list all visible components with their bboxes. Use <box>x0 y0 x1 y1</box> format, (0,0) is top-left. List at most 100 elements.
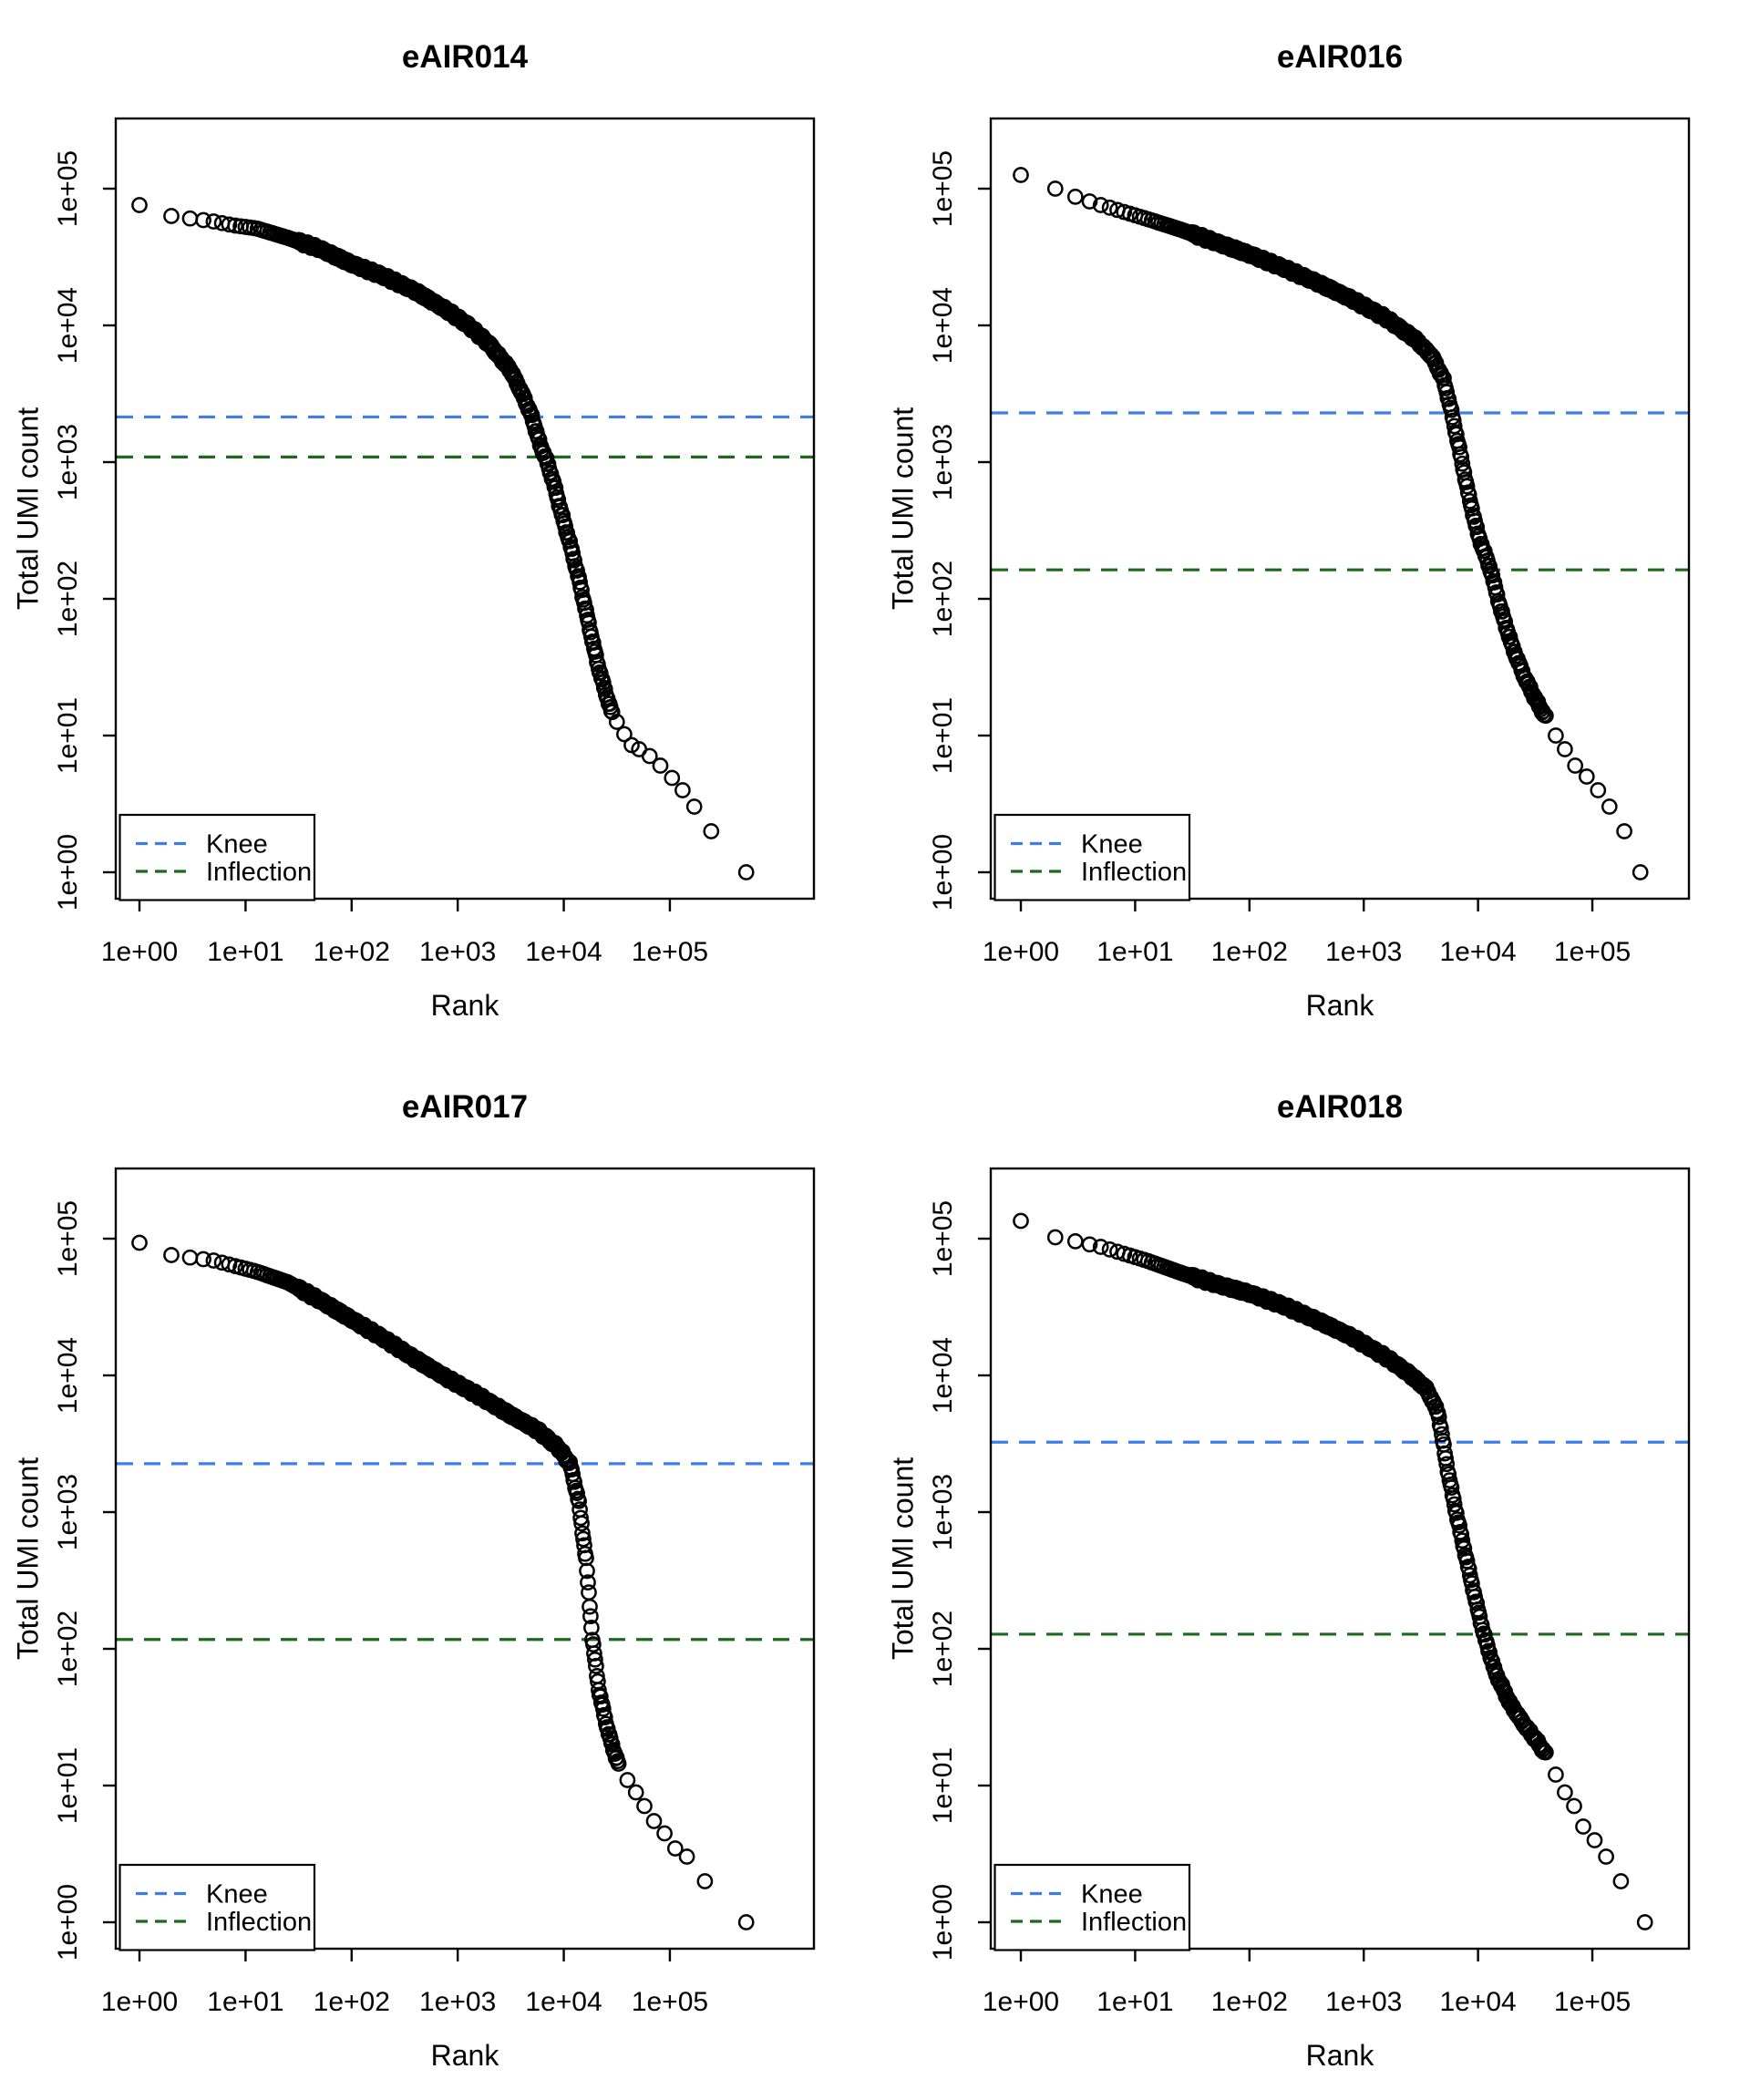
y-tick-label: 1e+03 <box>53 1474 83 1550</box>
legend-inflection-label: Inflection <box>206 858 312 887</box>
y-tick-label: 1e+02 <box>53 1611 83 1687</box>
plot-title: eAIR017 <box>401 1089 529 1125</box>
data-point <box>1081 1236 1098 1253</box>
y-tick-label: 1e+02 <box>928 1611 958 1687</box>
data-point <box>571 1493 587 1509</box>
data-point <box>1066 189 1084 205</box>
y-axis-label: Total UMI count <box>886 407 920 611</box>
tick-labels: 1e+00 1e+01 1e+02 1e+03 1e+04 1e+05 1e+00 1e+01… <box>53 1200 708 2017</box>
data-point-tail <box>664 769 681 787</box>
x-axis-label: Rank <box>430 989 499 1022</box>
data-points <box>1013 167 1649 880</box>
x-tick-label: 1e+01 <box>207 937 283 967</box>
data-point-tail <box>652 757 669 774</box>
data-point <box>572 1509 589 1527</box>
data-point <box>1484 567 1501 584</box>
panel-eAIR014: 1e+00 1e+01 1e+02 1e+03 1e+04 1e+05 1e+00 1e+01… <box>0 0 875 1050</box>
y-tick-label: 1e+00 <box>53 834 83 911</box>
tick-labels: 1e+00 1e+01 1e+02 1e+03 1e+04 1e+05 1e+00 1e+01… <box>53 150 708 967</box>
y-tick-label: 1e+00 <box>928 834 958 911</box>
data-point <box>603 704 621 721</box>
data-point <box>547 479 564 497</box>
x-tick-label: 1e+03 <box>419 937 496 967</box>
legend-knee-label: Knee <box>206 830 268 860</box>
panel-eAIR017: 1e+00 1e+01 1e+02 1e+03 1e+04 1e+05 1e+00 1e+01… <box>0 1050 875 2100</box>
data-point <box>1013 167 1029 183</box>
data-point <box>582 1608 599 1625</box>
data-point <box>569 1485 585 1501</box>
x-tick-label: 1e+00 <box>983 1987 1059 2017</box>
data-point <box>205 213 222 230</box>
data-point <box>1451 1517 1467 1534</box>
x-tick-label: 1e+05 <box>1554 937 1631 967</box>
y-tick-label: 1e+01 <box>928 1747 958 1824</box>
data-point <box>1066 1233 1084 1250</box>
data-point <box>205 1252 222 1269</box>
y-tick-label: 1e+05 <box>928 1200 958 1277</box>
data-point <box>131 197 148 213</box>
legend-box <box>993 813 1191 901</box>
x-tick-label: 1e+02 <box>314 1987 390 2017</box>
data-point <box>1460 1560 1477 1577</box>
data-point <box>1046 180 1064 197</box>
data-point-tail <box>696 1873 714 1889</box>
panel-eAIR018: 1e+00 1e+01 1e+02 1e+03 1e+04 1e+05 1e+00 1e+01… <box>875 1050 1750 2100</box>
data-point <box>550 491 567 509</box>
y-tick-label: 1e+04 <box>928 1337 958 1414</box>
data-point <box>163 1247 180 1263</box>
tick-labels: 1e+00 1e+01 1e+02 1e+03 1e+04 1e+05 1e+00 1e+01… <box>928 150 1631 967</box>
data-point-tail <box>1632 864 1649 880</box>
data-point-tail <box>1612 1873 1630 1889</box>
plot-svg-eAIR017: 1e+00 1e+01 1e+02 1e+03 1e+04 1e+05 1e+00 1e+01… <box>53 1167 816 2017</box>
y-tick-label: 1e+02 <box>928 561 958 637</box>
plot-box <box>114 1167 816 1951</box>
data-point <box>574 1525 591 1542</box>
data-point <box>580 1574 596 1590</box>
data-point <box>569 562 585 579</box>
y-tick-label: 1e+03 <box>53 424 83 500</box>
data-point-tail <box>1575 1818 1591 1835</box>
data-point <box>573 1515 590 1532</box>
data-point <box>163 208 180 224</box>
axes <box>103 117 816 911</box>
legend-inflection-label: Inflection <box>206 1908 312 1937</box>
y-tick-label: 1e+02 <box>53 561 83 637</box>
data-points <box>131 1234 755 1930</box>
x-tick-label: 1e+03 <box>419 1987 496 2017</box>
data-point <box>579 1562 595 1580</box>
data-point <box>1443 1479 1460 1496</box>
x-tick-label: 1e+05 <box>632 1987 708 2017</box>
x-tick-label: 1e+01 <box>1096 937 1173 967</box>
data-point <box>554 507 571 524</box>
x-axis-label: Rank <box>1305 989 1374 1022</box>
data-point-tail <box>1578 768 1595 785</box>
plot-box <box>989 1167 1691 1951</box>
x-axis-label: Rank <box>430 2039 499 2072</box>
data-point <box>1488 586 1506 603</box>
data-point-tail <box>674 782 691 798</box>
data-point-tail <box>616 726 633 743</box>
x-tick-label: 1e+04 <box>525 937 602 967</box>
legend-inflection-label: Inflection <box>1081 1908 1187 1937</box>
data-point <box>594 1700 612 1717</box>
data-point <box>610 1755 627 1772</box>
data-point <box>582 1598 598 1615</box>
data-point <box>1468 519 1486 536</box>
legend-inflection-label: Inflection <box>1081 858 1187 887</box>
x-tick-label: 1e+03 <box>1325 937 1402 967</box>
y-axis-label: Total UMI count <box>886 1457 920 1661</box>
data-point-tail <box>1590 782 1607 798</box>
y-tick-label: 1e+05 <box>928 150 958 227</box>
data-point <box>1446 1496 1463 1513</box>
x-tick-label: 1e+02 <box>1211 1987 1288 2017</box>
y-tick-label: 1e+01 <box>53 697 83 774</box>
data-point <box>181 1249 199 1266</box>
legend-knee-label: Knee <box>206 1880 268 1910</box>
data-point-tail <box>737 864 755 880</box>
y-tick-label: 1e+00 <box>928 1884 958 1961</box>
plot-svg-eAIR018: 1e+00 1e+01 1e+02 1e+03 1e+04 1e+05 1e+00 1e+01… <box>928 1167 1691 2017</box>
data-point <box>583 1620 600 1636</box>
plot-title: eAIR014 <box>401 39 529 75</box>
